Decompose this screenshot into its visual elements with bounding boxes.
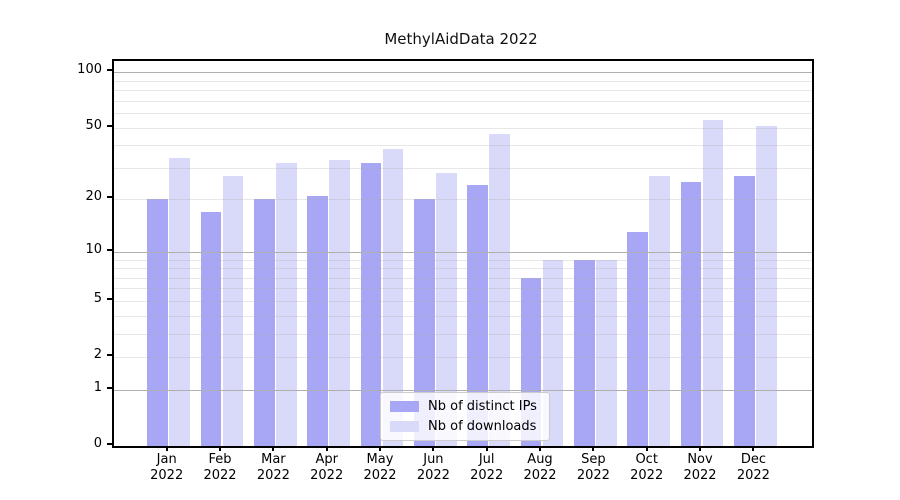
x-tick-label-apr: Apr 2022 [310, 452, 344, 483]
legend-entry-distinct-ips: Nb of distinct IPs [390, 399, 537, 414]
bar-nov-s1 [702, 120, 724, 446]
x-tick-jul [485, 446, 488, 451]
chart-title: MethylAidData 2022 [384, 30, 538, 48]
bar-jul-s1 [489, 134, 510, 446]
y-tick-20 [107, 196, 112, 199]
x-tick-label-jun: Jun 2022 [416, 452, 450, 483]
bar-feb-s0 [200, 211, 222, 446]
x-tick-label-oct: Oct 2022 [630, 452, 664, 483]
legend: Nb of distinct IPs Nb of downloads [380, 392, 550, 441]
bar-mar-s0 [254, 199, 275, 446]
x-tick-label-jul: Jul 2022 [470, 452, 504, 483]
bar-jan-s0 [147, 199, 168, 446]
bar-sep-s1 [596, 259, 617, 446]
x-tick-label-jan: Jan 2022 [150, 452, 184, 483]
y-tick-1 [107, 386, 112, 389]
bar-sep-s0 [574, 259, 595, 446]
x-tick-mar [272, 446, 275, 451]
y-tick-label-20: 20 [85, 189, 102, 205]
x-tick-oct [645, 446, 648, 451]
legend-label-downloads: Nb of downloads [428, 419, 537, 434]
bar-jun-s1 [436, 173, 457, 446]
x-tick-label-sep: Sep 2022 [576, 452, 610, 483]
x-tick-sep [592, 446, 595, 451]
bar-oct-s1 [649, 176, 670, 446]
x-tick-label-feb: Feb 2022 [203, 452, 237, 483]
x-tick-jun [432, 446, 435, 451]
legend-swatch-distinct-ips [390, 401, 419, 412]
y-tick-label-100: 100 [77, 62, 102, 78]
y-tick-50 [107, 124, 112, 127]
bar-jan-s1 [169, 158, 190, 446]
y-tick-2 [107, 354, 112, 356]
x-tick-label-mar: Mar 2022 [256, 452, 290, 483]
bar-mar-s1 [276, 162, 297, 446]
y-tick-100 [107, 69, 112, 72]
bar-apr-s1 [329, 160, 350, 446]
y-tick-label-10: 10 [85, 241, 102, 257]
y-tick-label-5: 5 [93, 290, 102, 306]
y-tick-5 [107, 297, 112, 300]
x-tick-label-may: May 2022 [363, 452, 397, 483]
bar-oct-s0 [627, 232, 648, 446]
x-tick-dec [752, 446, 755, 451]
bar-jun-s0 [414, 199, 435, 446]
x-tick-may [379, 446, 381, 451]
x-tick-nov [699, 446, 701, 451]
bar-feb-s1 [222, 176, 244, 446]
x-tick-jan [165, 446, 168, 451]
bar-apr-s0 [307, 195, 328, 446]
bar-may-s0 [360, 162, 382, 446]
x-tick-label-aug: Aug 2022 [523, 452, 557, 483]
bar-dec-s1 [756, 126, 777, 446]
x-tick-label-nov: Nov 2022 [683, 452, 717, 483]
bar-nov-s0 [680, 182, 702, 446]
y-tick-label-50: 50 [85, 117, 102, 133]
plot-area: Nb of distinct IPs Nb of downloads [112, 59, 814, 448]
y-tick-label-2: 2 [93, 347, 102, 362]
x-tick-label-dec: Dec 2022 [736, 452, 770, 483]
y-tick-0 [107, 443, 112, 445]
x-tick-apr [325, 446, 328, 451]
legend-entry-downloads: Nb of downloads [390, 419, 537, 434]
legend-swatch-downloads [390, 421, 419, 432]
bar-may-s1 [382, 149, 404, 446]
x-tick-feb [219, 446, 221, 451]
y-tick-10 [107, 248, 112, 251]
bars-layer [114, 61, 812, 446]
bar-dec-s0 [734, 176, 755, 446]
y-tick-label-0: 0 [93, 436, 102, 451]
y-tick-label-1: 1 [93, 379, 102, 395]
legend-label-distinct-ips: Nb of distinct IPs [428, 399, 537, 414]
x-tick-aug [539, 446, 541, 451]
bar-jul-s0 [467, 185, 488, 446]
